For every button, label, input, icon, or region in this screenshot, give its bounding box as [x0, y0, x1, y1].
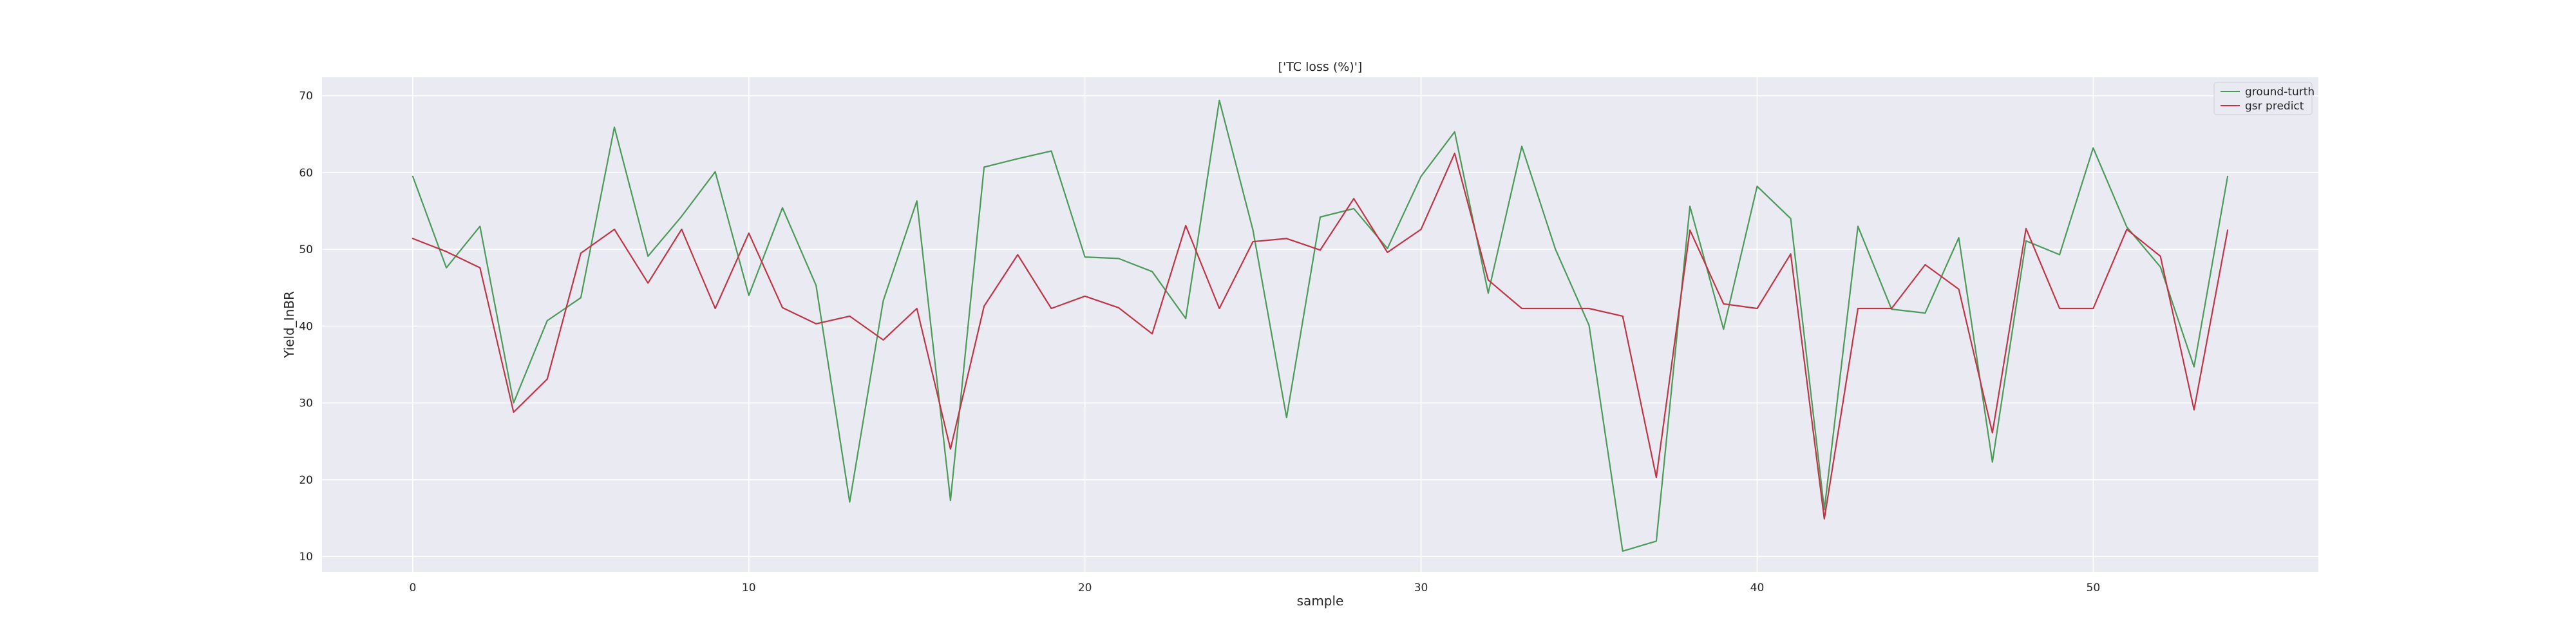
x-tick-label: 20 [1078, 582, 1092, 594]
legend: ground-turth gsr predict [2213, 82, 2315, 115]
y-tick-label: 30 [299, 397, 313, 410]
chart-title: ['TC loss (%)'] [1278, 60, 1363, 74]
x-tick-label: 40 [1750, 582, 1765, 594]
x-tick-label: 30 [1414, 582, 1428, 594]
x-tick-label: 50 [2087, 582, 2101, 594]
y-tick-label: 20 [299, 474, 313, 487]
y-tick-label: 10 [299, 551, 313, 564]
y-tick-label: 60 [299, 167, 313, 180]
series-lines [412, 99, 2229, 552]
series-line-gsr-predict [412, 153, 2229, 520]
legend-label-ground-turth: ground-turth [2245, 86, 2315, 99]
x-tick-label: 10 [742, 582, 756, 594]
series-line-ground-turth [412, 99, 2229, 552]
x-tick-labels: 0 10 20 30 40 50 [409, 582, 2100, 594]
y-tick-label: 40 [299, 320, 313, 333]
x-axis-label: sample [1297, 593, 1344, 609]
plot-background [322, 77, 2318, 572]
y-axis-label: Yield_InBR [281, 291, 297, 359]
y-tick-label: 70 [299, 90, 313, 103]
y-tick-label: 50 [299, 243, 313, 256]
legend-box [2213, 82, 2313, 115]
legend-label-gsr-predict: gsr predict [2245, 100, 2304, 113]
x-tick-label: 0 [409, 582, 416, 594]
y-tick-labels: 10 20 30 40 50 60 70 [299, 90, 313, 564]
